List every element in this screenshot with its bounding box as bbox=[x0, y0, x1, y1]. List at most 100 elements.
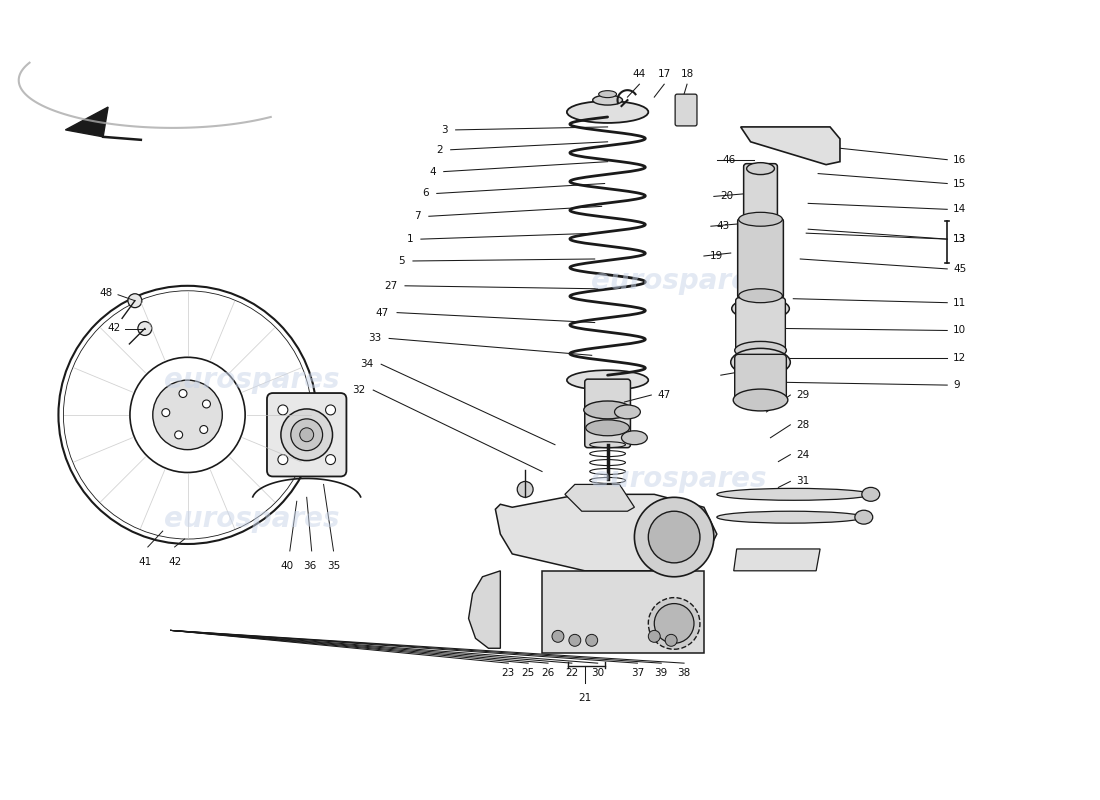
Ellipse shape bbox=[747, 162, 774, 174]
Ellipse shape bbox=[585, 420, 629, 436]
Circle shape bbox=[326, 405, 336, 415]
Text: 20: 20 bbox=[719, 191, 733, 202]
Circle shape bbox=[128, 294, 142, 308]
Text: 3: 3 bbox=[441, 125, 448, 135]
Text: 39: 39 bbox=[654, 668, 668, 678]
Ellipse shape bbox=[593, 95, 623, 105]
Text: 31: 31 bbox=[796, 477, 810, 486]
Ellipse shape bbox=[584, 401, 631, 419]
Circle shape bbox=[585, 634, 597, 646]
Text: 28: 28 bbox=[796, 420, 810, 430]
Text: 48: 48 bbox=[100, 288, 113, 298]
Text: 4: 4 bbox=[429, 166, 436, 177]
FancyBboxPatch shape bbox=[744, 164, 778, 229]
Ellipse shape bbox=[598, 90, 616, 98]
Text: 37: 37 bbox=[630, 668, 644, 678]
Circle shape bbox=[326, 454, 336, 465]
Text: 16: 16 bbox=[954, 154, 967, 165]
Text: 44: 44 bbox=[632, 70, 646, 79]
Text: eurospares: eurospares bbox=[592, 466, 767, 494]
Text: eurospares: eurospares bbox=[164, 366, 340, 394]
Text: 10: 10 bbox=[954, 326, 966, 335]
Text: 2: 2 bbox=[436, 145, 442, 154]
Text: 33: 33 bbox=[367, 334, 382, 343]
Circle shape bbox=[517, 482, 534, 498]
Text: 5: 5 bbox=[398, 256, 405, 266]
Text: 19: 19 bbox=[710, 251, 723, 261]
Circle shape bbox=[179, 390, 187, 398]
Circle shape bbox=[552, 630, 564, 642]
Polygon shape bbox=[734, 549, 821, 571]
Text: 42: 42 bbox=[108, 323, 121, 334]
Polygon shape bbox=[740, 127, 840, 165]
Text: 17: 17 bbox=[658, 70, 671, 79]
Text: 15: 15 bbox=[954, 178, 967, 189]
Ellipse shape bbox=[739, 212, 782, 226]
Text: 21: 21 bbox=[579, 693, 592, 703]
Circle shape bbox=[654, 603, 694, 643]
Ellipse shape bbox=[615, 405, 640, 419]
Circle shape bbox=[648, 630, 660, 642]
Ellipse shape bbox=[735, 342, 786, 359]
Text: 27: 27 bbox=[384, 281, 397, 290]
Text: 12: 12 bbox=[954, 354, 967, 363]
Text: 47: 47 bbox=[376, 308, 389, 318]
Text: 23: 23 bbox=[502, 668, 515, 678]
Text: 41: 41 bbox=[139, 557, 152, 567]
Ellipse shape bbox=[621, 430, 647, 445]
Text: 35: 35 bbox=[327, 561, 340, 571]
Text: 43: 43 bbox=[717, 222, 730, 231]
Text: 29: 29 bbox=[796, 390, 810, 400]
Text: 26: 26 bbox=[541, 668, 554, 678]
Circle shape bbox=[175, 431, 183, 439]
Text: 24: 24 bbox=[796, 450, 810, 460]
Ellipse shape bbox=[730, 348, 790, 376]
Text: 13: 13 bbox=[954, 234, 967, 244]
FancyBboxPatch shape bbox=[675, 94, 697, 126]
Circle shape bbox=[153, 380, 222, 450]
Ellipse shape bbox=[717, 488, 871, 500]
Text: 45: 45 bbox=[954, 264, 967, 274]
Text: 25: 25 bbox=[521, 668, 535, 678]
FancyBboxPatch shape bbox=[735, 354, 786, 404]
Circle shape bbox=[635, 498, 714, 577]
Circle shape bbox=[280, 409, 332, 461]
Text: 38: 38 bbox=[678, 668, 691, 678]
Text: 9: 9 bbox=[954, 380, 960, 390]
Circle shape bbox=[666, 634, 678, 646]
FancyBboxPatch shape bbox=[267, 393, 346, 477]
FancyBboxPatch shape bbox=[736, 298, 785, 354]
Circle shape bbox=[138, 322, 152, 335]
Text: 14: 14 bbox=[954, 204, 967, 214]
Ellipse shape bbox=[855, 510, 872, 524]
Text: eurospares: eurospares bbox=[592, 267, 767, 295]
Text: 11: 11 bbox=[954, 298, 967, 308]
Text: 8: 8 bbox=[767, 363, 773, 374]
FancyBboxPatch shape bbox=[738, 218, 783, 298]
Polygon shape bbox=[65, 107, 108, 137]
Ellipse shape bbox=[861, 487, 880, 502]
Ellipse shape bbox=[739, 289, 782, 302]
Ellipse shape bbox=[734, 389, 788, 411]
Text: 47: 47 bbox=[657, 390, 671, 400]
Circle shape bbox=[278, 454, 288, 465]
Circle shape bbox=[648, 511, 700, 563]
Text: 18: 18 bbox=[681, 70, 694, 79]
Text: 34: 34 bbox=[360, 359, 373, 370]
Ellipse shape bbox=[566, 370, 648, 390]
Circle shape bbox=[278, 405, 288, 415]
Text: eurospares: eurospares bbox=[164, 505, 340, 533]
Polygon shape bbox=[495, 494, 717, 571]
Text: 13: 13 bbox=[954, 234, 967, 244]
Polygon shape bbox=[469, 571, 500, 648]
Text: 36: 36 bbox=[304, 561, 317, 571]
Text: 40: 40 bbox=[280, 561, 294, 571]
Text: 32: 32 bbox=[352, 385, 365, 395]
Circle shape bbox=[569, 634, 581, 646]
Text: 42: 42 bbox=[168, 557, 182, 567]
Polygon shape bbox=[565, 485, 635, 511]
Circle shape bbox=[202, 400, 210, 408]
Ellipse shape bbox=[717, 511, 864, 523]
Ellipse shape bbox=[732, 298, 790, 319]
Text: 22: 22 bbox=[565, 668, 579, 678]
